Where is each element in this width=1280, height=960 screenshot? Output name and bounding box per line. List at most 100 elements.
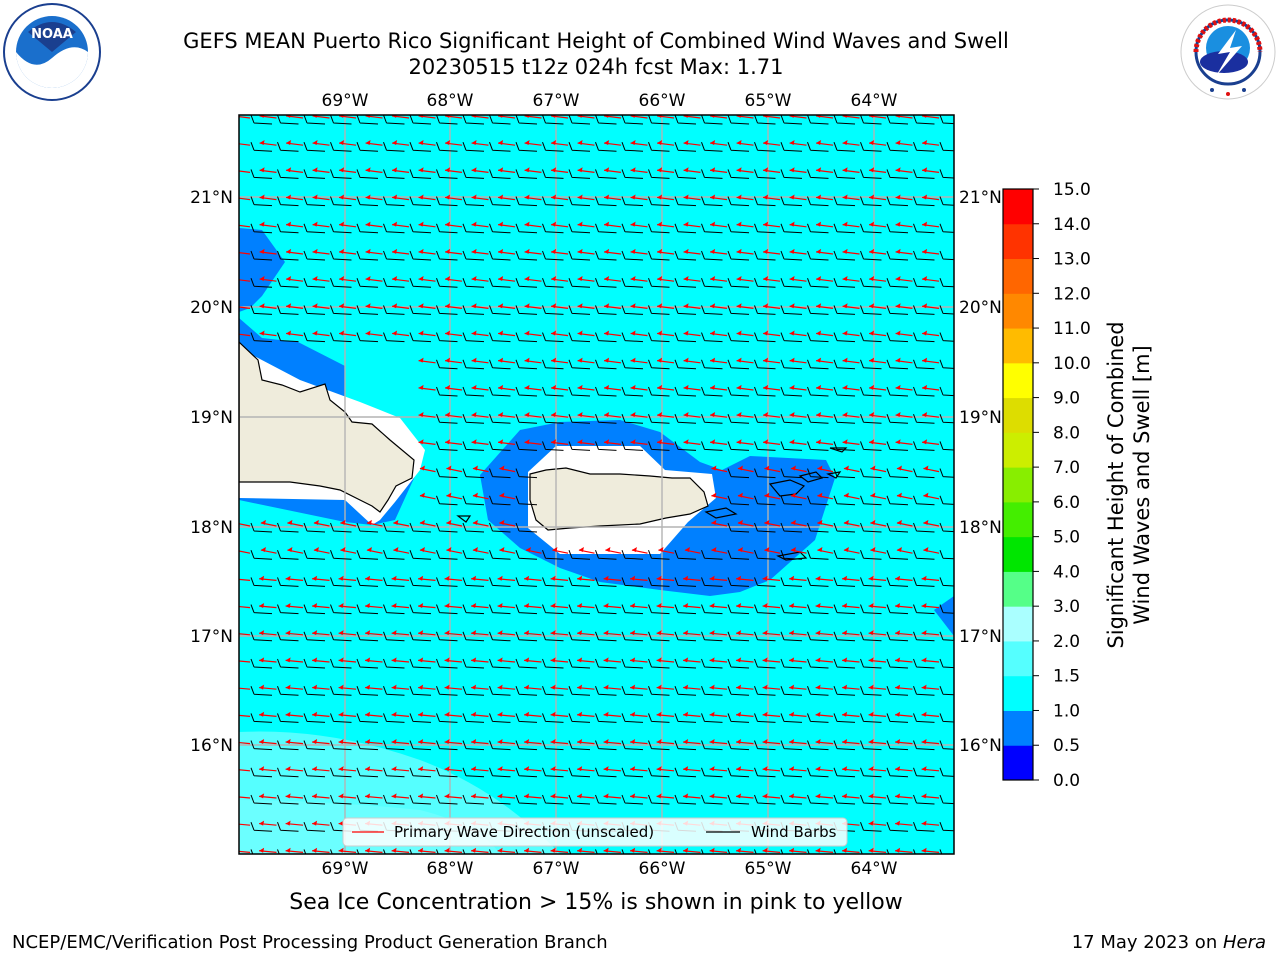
wind-barb [648,686,670,696]
wind-barb [436,686,458,696]
wave-arrow-head [895,140,901,146]
wind-barb [595,169,617,179]
wind-barb [515,604,538,615]
wind-barb [833,359,856,370]
wind-barb [621,577,644,587]
wind-barb [648,386,670,397]
wave-arrow-head [365,630,371,636]
wind-barb [754,577,776,587]
wave-arrow-head [338,602,344,608]
wind-barb [409,169,432,179]
wind-barb [886,414,909,424]
wind-barb [913,522,935,533]
wave-arrow-head [604,194,610,200]
wave-arrow-head [233,793,238,798]
wind-barb [303,577,326,587]
wind-barb [621,767,644,778]
wave-arrow-head [843,519,849,525]
wave-arrow-head [631,547,637,553]
wave-arrow-head [471,847,477,853]
wind-barb [515,441,538,451]
wave-arrow-head [816,221,822,227]
wave-arrow-head [922,384,928,390]
wave-arrow [239,741,251,745]
wave-arrow-head [312,738,318,744]
wind-barb [356,169,379,179]
wave-arrow-head [577,738,583,744]
wind-barb [383,550,405,560]
wind-barb [701,115,723,125]
wind-barb [356,794,379,805]
wave-arrow-head [630,140,636,146]
wind-barb [780,713,803,723]
wind-barb [303,332,326,343]
wind-barb [250,767,273,778]
wave-arrow-head [817,465,823,471]
wave-arrow-head [338,793,344,799]
wind-barb [489,604,511,615]
wave-arrow-head [869,384,875,390]
wind-barb [250,794,273,805]
colorbar-tick-label: 1.0 [1053,701,1080,721]
wind-barb [462,522,485,533]
wave-arrow-head [604,276,610,282]
wave-arrow-head [762,738,768,744]
wind-barb [913,115,935,125]
wind-barb [436,332,458,343]
wave-arrow-head [817,519,823,525]
wind-barb [489,359,511,370]
wave-arrow-head [312,140,318,146]
wave-arrow-head [921,657,927,663]
wind-barb [250,604,273,615]
wave-arrow-head [656,602,662,608]
wind-barb [886,794,909,805]
wave-arrow-head [499,465,505,471]
wind-barb [754,468,776,479]
wave-arrow-head [736,766,742,772]
wave-arrow-head [868,602,874,608]
wave-arrow-head [630,439,636,445]
wave-arrow-head [656,766,662,772]
wave-arrow-head [657,412,663,418]
wind-barb [939,468,954,478]
wind-barb [701,441,723,451]
wind-barb [780,359,803,370]
wave-arrow-head [550,766,556,772]
wind-barb [250,577,273,587]
wind-barb [886,604,909,615]
wind-barb [383,305,405,315]
wind-barb [489,550,511,560]
wind-barb [886,631,909,642]
wave-arrow-head [577,248,583,254]
wind-barb [330,631,352,642]
wind-barb [860,414,882,424]
wave-arrow-head [895,793,901,799]
wave-arrow-head [921,766,927,772]
wind-barb [754,522,776,533]
wind-barb [621,305,644,315]
wind-barb [939,631,954,641]
wind-barb [277,169,299,179]
wind-barb [330,332,352,343]
wave-arrow-head [472,465,478,471]
wind-barb [568,767,591,778]
wind-barb [780,305,803,315]
wind-barb [462,658,485,669]
wind-barb [886,822,909,832]
chart-title: GEFS MEAN Puerto Rico Significant Height… [183,29,1009,53]
wind-barb [886,713,909,723]
wind-barb [277,305,299,315]
wave-arrow-head [577,330,583,336]
wind-barb [939,441,954,451]
colorbar-tick-label: 8.0 [1053,423,1080,443]
wave-arrow-head [842,330,848,336]
wave-arrow-head [868,630,874,636]
wind-barb [542,278,564,288]
wave-arrow-head [312,820,318,826]
wind-barb [886,278,909,288]
wind-barb [330,713,352,723]
wave-arrow-head [445,167,451,173]
wave-arrow-head [815,684,821,690]
wave-arrow-head [789,412,795,418]
wave-arrow-head [604,167,610,173]
